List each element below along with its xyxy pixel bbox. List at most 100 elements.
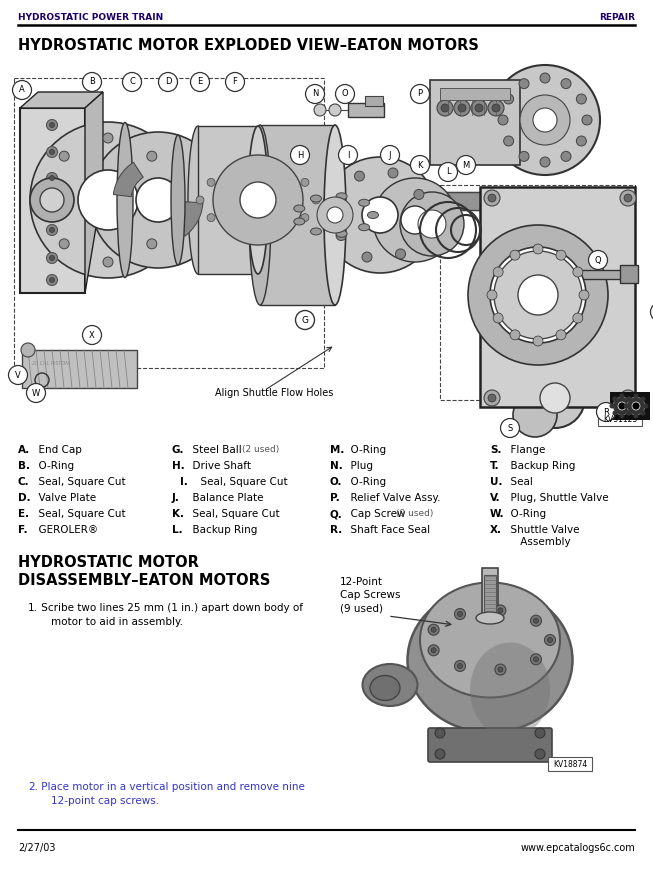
Bar (365, 96, 383, 106)
Circle shape (618, 402, 626, 410)
Bar (430, 80, 520, 165)
Circle shape (510, 250, 520, 260)
Text: Q.: Q. (330, 509, 343, 519)
Circle shape (291, 145, 310, 165)
Circle shape (643, 403, 648, 408)
Text: 12-Point: 12-Point (340, 577, 383, 587)
Text: Shuttle Valve
     Assembly: Shuttle Valve Assembly (504, 525, 579, 547)
Text: (2 used): (2 used) (242, 445, 279, 454)
Text: W: W (32, 388, 40, 397)
Circle shape (609, 403, 614, 408)
Circle shape (503, 94, 514, 104)
Text: W.: W. (490, 509, 505, 519)
Circle shape (381, 145, 400, 165)
Circle shape (627, 397, 645, 415)
Ellipse shape (171, 135, 185, 265)
Text: L: L (446, 167, 451, 177)
Circle shape (136, 178, 180, 222)
Ellipse shape (420, 583, 560, 698)
Bar (335, 555, 630, 765)
Text: Place motor in a vertical position and remove nine
    12-point cap screws.: Place motor in a vertical position and r… (38, 782, 305, 806)
Circle shape (327, 207, 343, 223)
Circle shape (641, 410, 646, 415)
Text: 1.: 1. (28, 603, 38, 613)
Ellipse shape (476, 612, 504, 624)
Circle shape (272, 225, 280, 233)
Ellipse shape (470, 643, 550, 738)
Circle shape (46, 253, 57, 264)
Circle shape (561, 152, 571, 161)
Circle shape (545, 634, 556, 645)
Text: V.: V. (490, 493, 501, 503)
Text: 2.: 2. (28, 782, 38, 792)
Text: Shaft Face Seal: Shaft Face Seal (344, 525, 430, 535)
Bar (260, 125, 335, 305)
Polygon shape (85, 92, 103, 293)
Bar (22, 350, 137, 388)
Text: Drive Shaft: Drive Shaft (186, 461, 251, 471)
Circle shape (490, 65, 600, 175)
Circle shape (588, 251, 607, 269)
Circle shape (431, 627, 436, 632)
Text: F.: F. (18, 525, 27, 535)
Text: Seal, Square Cut: Seal, Square Cut (32, 509, 125, 519)
Text: B.: B. (18, 461, 30, 471)
Bar (548, 757, 592, 771)
Circle shape (50, 255, 54, 260)
Text: E: E (197, 78, 202, 86)
Text: Seal, Square Cut: Seal, Square Cut (186, 509, 279, 519)
Text: HYDROSTATIC MOTOR EXPLODED VIEW–EATON MOTORS: HYDROSTATIC MOTOR EXPLODED VIEW–EATON MO… (18, 38, 479, 53)
Circle shape (454, 609, 466, 619)
Text: G: G (302, 315, 308, 325)
Circle shape (626, 396, 631, 402)
Circle shape (414, 190, 424, 199)
Circle shape (468, 225, 608, 365)
Text: F: F (232, 78, 238, 86)
Text: X.: X. (490, 525, 502, 535)
Circle shape (417, 223, 427, 233)
Circle shape (8, 366, 27, 384)
Circle shape (207, 179, 215, 186)
Circle shape (525, 368, 585, 428)
Circle shape (90, 132, 226, 268)
Circle shape (613, 397, 631, 415)
Text: DISASSEMBLY–EATON MOTORS: DISASSEMBLY–EATON MOTORS (18, 573, 270, 588)
Ellipse shape (310, 195, 321, 202)
Text: M: M (462, 160, 470, 170)
Circle shape (362, 197, 398, 233)
Text: C: C (129, 78, 135, 86)
Text: N.: N. (330, 461, 343, 471)
Circle shape (454, 100, 470, 116)
Circle shape (159, 72, 178, 91)
Circle shape (296, 310, 315, 329)
Circle shape (435, 728, 445, 738)
Text: C.: C. (18, 477, 29, 487)
Text: H: H (297, 151, 303, 159)
Circle shape (518, 275, 558, 315)
Text: Valve Plate: Valve Plate (32, 493, 96, 503)
Circle shape (579, 290, 589, 300)
Circle shape (530, 615, 541, 626)
Circle shape (556, 330, 566, 340)
Text: A: A (19, 85, 25, 94)
Ellipse shape (370, 676, 400, 700)
Circle shape (487, 290, 497, 300)
Text: K.: K. (172, 509, 184, 519)
Circle shape (435, 749, 445, 759)
Text: O-Ring: O-Ring (344, 445, 386, 455)
Circle shape (306, 84, 325, 104)
Circle shape (573, 313, 583, 323)
Text: REPAIR: REPAIR (599, 13, 635, 23)
Circle shape (484, 190, 500, 206)
Text: M.: M. (330, 445, 344, 455)
Text: I.: I. (180, 477, 188, 487)
Circle shape (475, 104, 483, 112)
Text: Seal, Square Cut: Seal, Square Cut (32, 477, 125, 487)
Text: Backup Ring: Backup Ring (504, 461, 575, 471)
Text: Align Shuttle Flow Holes: Align Shuttle Flow Holes (215, 388, 334, 398)
Circle shape (362, 252, 372, 262)
Text: End Cap: End Cap (32, 445, 82, 455)
Circle shape (82, 72, 101, 91)
Circle shape (12, 80, 31, 99)
Text: Q: Q (595, 255, 601, 265)
